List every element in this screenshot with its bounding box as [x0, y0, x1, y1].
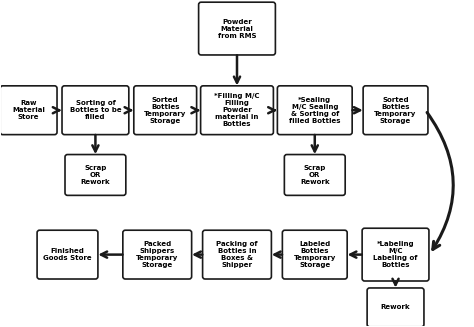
FancyBboxPatch shape	[62, 86, 129, 135]
Text: *Sealing
M/C Sealing
& Sorting of
filled Bottles: *Sealing M/C Sealing & Sorting of filled…	[289, 97, 340, 124]
Text: *Filling M/C
Filling
Powder
material in
Bottles: *Filling M/C Filling Powder material in …	[214, 93, 260, 127]
Text: Powder
Material
from RMS: Powder Material from RMS	[218, 19, 256, 39]
FancyBboxPatch shape	[37, 230, 98, 279]
FancyBboxPatch shape	[0, 86, 57, 135]
Text: Finished
Goods Store: Finished Goods Store	[43, 248, 92, 261]
Text: *Labeling
M/C
Labeling of
Bottles: *Labeling M/C Labeling of Bottles	[374, 241, 418, 268]
FancyBboxPatch shape	[283, 230, 347, 279]
FancyBboxPatch shape	[199, 2, 275, 55]
Text: Sorting of
Bottles to be
filled: Sorting of Bottles to be filled	[70, 100, 121, 120]
FancyBboxPatch shape	[201, 86, 273, 135]
Text: Scrap
OR
Rework: Scrap OR Rework	[300, 165, 329, 185]
FancyBboxPatch shape	[277, 86, 352, 135]
Text: Packing of
Bottles in
Boxes &
Shipper: Packing of Bottles in Boxes & Shipper	[216, 241, 258, 268]
Text: Sorted
Bottles
Temporary
Storage: Sorted Bottles Temporary Storage	[374, 97, 417, 124]
Text: Sorted
Bottles
Temporary
Storage: Sorted Bottles Temporary Storage	[144, 97, 186, 124]
FancyBboxPatch shape	[65, 155, 126, 195]
FancyBboxPatch shape	[123, 230, 191, 279]
FancyBboxPatch shape	[367, 288, 424, 327]
Text: Raw
Material
Store: Raw Material Store	[12, 100, 45, 120]
FancyArrowPatch shape	[427, 112, 453, 250]
Text: Packed
Shippers
Temporary
Storage: Packed Shippers Temporary Storage	[136, 241, 178, 268]
FancyBboxPatch shape	[202, 230, 272, 279]
Text: Rework: Rework	[381, 304, 410, 310]
FancyBboxPatch shape	[363, 86, 428, 135]
FancyBboxPatch shape	[134, 86, 197, 135]
Text: Scrap
OR
Rework: Scrap OR Rework	[81, 165, 110, 185]
Text: Labeled
Bottles
Temporary
Storage: Labeled Bottles Temporary Storage	[293, 241, 336, 268]
FancyBboxPatch shape	[284, 155, 345, 195]
FancyBboxPatch shape	[362, 228, 429, 281]
